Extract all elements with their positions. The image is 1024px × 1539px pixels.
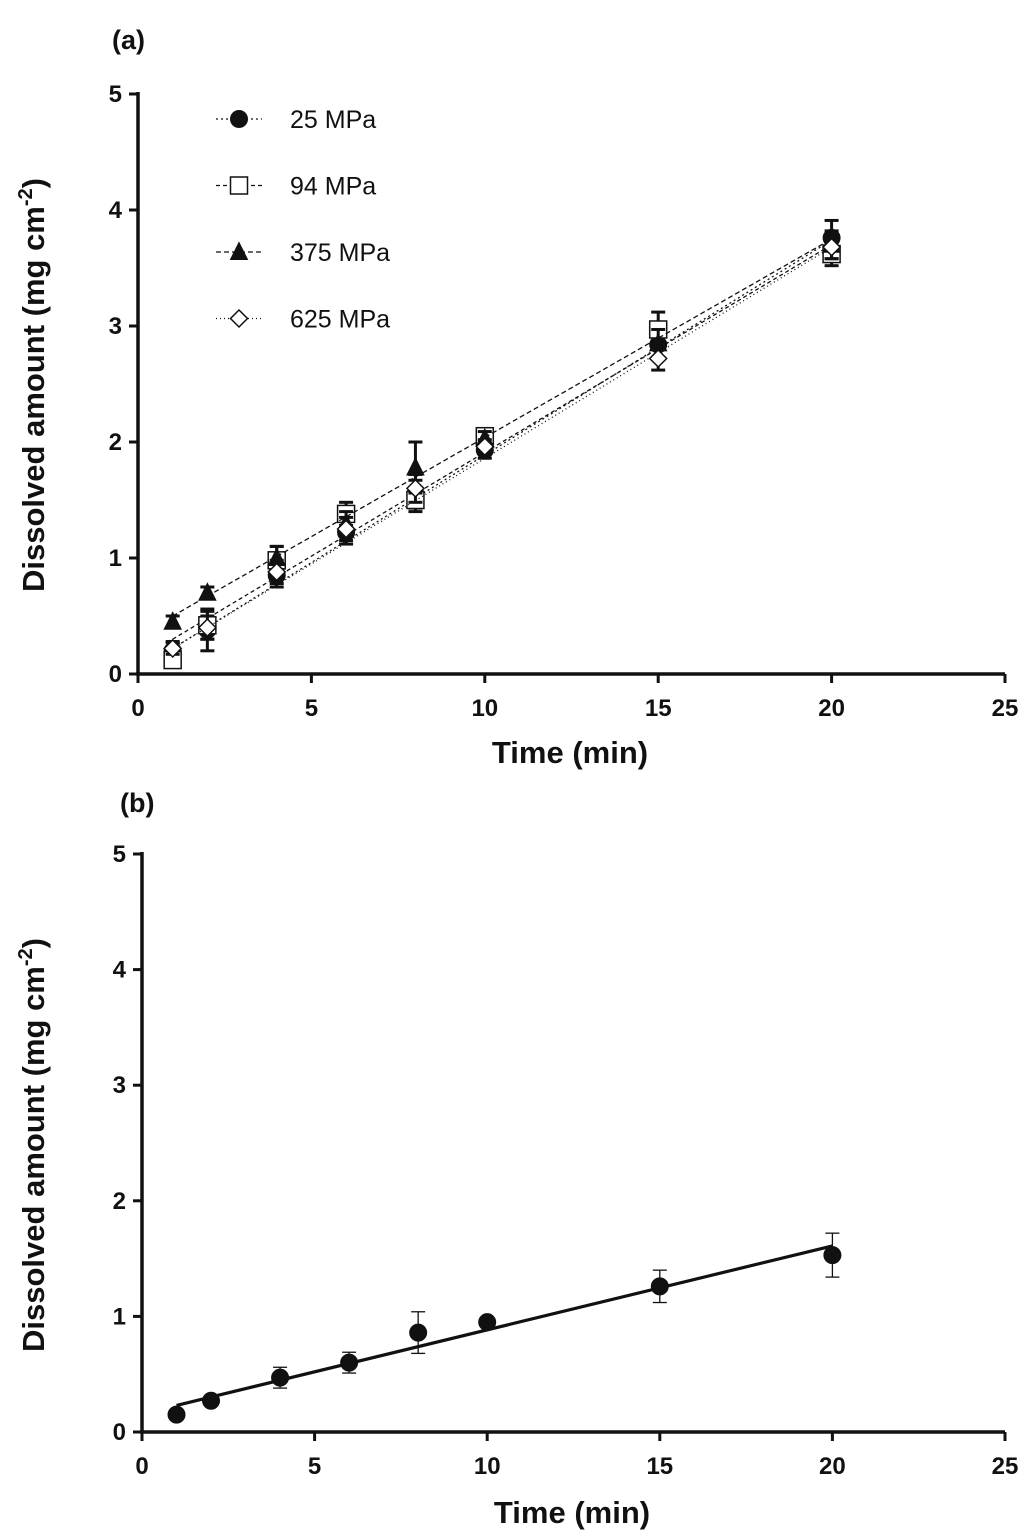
panel-a-series-625-mpa [163, 234, 842, 659]
panel-a-x-tick-label-25: 25 [992, 695, 1019, 722]
panel-a-y-tick-label-3: 3 [109, 313, 122, 340]
panel-a-point-625-mpa-2 [197, 618, 217, 638]
panel-b-point-series-10 [478, 1313, 497, 1332]
panel-a-point-375-mpa-1 [163, 611, 182, 630]
panel-a-point-625-mpa-4 [267, 562, 287, 582]
panel-b-y-tick-label-4: 4 [113, 957, 127, 984]
panel-a-plot-area [163, 218, 842, 670]
panel-a-y-tick-label-5: 5 [109, 81, 122, 108]
panel-b-point-series-8 [409, 1323, 428, 1342]
panel-b-point-series-2 [202, 1391, 221, 1410]
panel-a-y-axis-title-close: ) [16, 178, 51, 188]
panel-a-legend-marker-375-mpa [229, 241, 249, 260]
panel-a-x-tick-label-5: 5 [305, 695, 318, 722]
panel-b-y-axis-title-sup: -2 [15, 948, 37, 966]
panel-b-y-tick-label-1: 1 [113, 1303, 126, 1330]
panel-a-ticks: 0 5 10 15 20 25 0 1 2 3 4 5 [109, 81, 1019, 722]
panel-a-legend-item-25-mpa: 25 MPa [216, 106, 376, 134]
panel-a-point-625-mpa-10 [475, 437, 495, 457]
panel-a-legend-item-625-mpa: 625 MPa [216, 306, 390, 334]
panel-b-y-tick-label-0: 0 [113, 1419, 126, 1446]
panel-a: (a) 0 5 10 15 20 25 0 1 2 3 4 5 Time (min) Dissolve… [15, 25, 1018, 770]
panel-b-x-tick-label-20: 20 [819, 1453, 846, 1480]
panel-b-x-tick-label-25: 25 [992, 1453, 1019, 1480]
panel-a-x-tick-label-10: 10 [471, 695, 498, 722]
panel-b-y-tick-label-2: 2 [113, 1188, 126, 1215]
panel-b-point-series-15 [650, 1277, 669, 1296]
panel-a-fit-line-375-mpa [172, 238, 832, 617]
panel-b-y-axis-title-main: Dissolved amount (mg cm [16, 966, 51, 1352]
panel-a-y-tick-label-0: 0 [109, 661, 122, 688]
panel-a-legend: 25 MPa 94 MPa 375 MPa 625 MPa [216, 106, 390, 334]
panel-b: (b) 0 5 10 15 20 25 0 1 2 3 4 5 Time (min) Dissolve… [15, 788, 1018, 1530]
panel-a-y-tick-label-2: 2 [109, 429, 122, 456]
panel-b-x-axis-title: Time (min) [494, 1495, 650, 1530]
panel-a-legend-label-625-mpa: 625 MPa [290, 306, 390, 334]
panel-b-plot-area [167, 1232, 842, 1424]
panel-b-y-tick-label-3: 3 [113, 1072, 126, 1099]
panel-a-legend-item-94-mpa: 94 MPa [216, 173, 376, 201]
panel-a-y-axis-title-main: Dissolved amount (mg cm [16, 206, 51, 592]
panel-b-x-tick-label-10: 10 [474, 1453, 501, 1480]
panel-a-point-625-mpa-6 [336, 519, 356, 539]
panel-a-legend-marker-625-mpa [229, 308, 249, 329]
panel-a-y-axis-title: Dissolved amount (mg cm-2) [15, 178, 51, 592]
panel-b-point-series-6 [340, 1353, 359, 1372]
panel-a-point-625-mpa-20 [822, 237, 842, 257]
panel-b-label: (b) [120, 788, 154, 818]
panel-a-legend-marker-25-mpa [230, 110, 248, 128]
panel-a-legend-label-94-mpa: 94 MPa [290, 173, 376, 201]
panel-a-point-625-mpa-15 [648, 348, 668, 369]
panel-b-point-series-4 [271, 1368, 290, 1387]
panel-a-x-axis-title: Time (min) [492, 735, 648, 770]
panel-b-y-tick-label-5: 5 [113, 841, 126, 868]
panel-a-x-tick-label-15: 15 [645, 695, 672, 722]
panel-a-legend-label-25-mpa: 25 MPa [290, 106, 376, 134]
panel-a-legend-marker-94-mpa [229, 176, 249, 195]
panel-b-series-series [167, 1232, 842, 1424]
panel-b-x-tick-label-5: 5 [308, 1453, 321, 1480]
panel-b-point-series-20 [823, 1246, 842, 1265]
panel-b-x-tick-label-15: 15 [646, 1453, 673, 1480]
panel-b-y-axis-title: Dissolved amount (mg cm-2) [15, 938, 51, 1352]
panel-a-legend-label-375-mpa: 375 MPa [290, 239, 390, 267]
panel-b-x-tick-label-0: 0 [135, 1453, 148, 1480]
panel-b-y-axis-title-close: ) [16, 938, 51, 948]
panel-a-fit-line-25-mpa [172, 239, 832, 650]
panel-a-y-axis-title-sup: -2 [15, 188, 37, 206]
panel-b-point-series-1 [167, 1405, 186, 1424]
panel-a-point-625-mpa-1 [163, 638, 183, 659]
panel-a-label: (a) [112, 25, 145, 55]
panel-a-x-tick-label-0: 0 [131, 695, 144, 722]
panel-b-ticks: 0 5 10 15 20 25 0 1 2 3 4 5 [113, 841, 1019, 1480]
panel-a-point-375-mpa-2 [198, 582, 217, 601]
panel-a-legend-item-375-mpa: 375 MPa [216, 239, 390, 267]
panel-a-point-625-mpa-8 [405, 478, 426, 498]
panel-a-fit-line-625-mpa [172, 246, 832, 650]
panel-a-y-tick-label-4: 4 [109, 197, 123, 224]
panel-a-x-tick-label-20: 20 [818, 695, 845, 722]
panel-a-y-tick-label-1: 1 [109, 545, 122, 572]
